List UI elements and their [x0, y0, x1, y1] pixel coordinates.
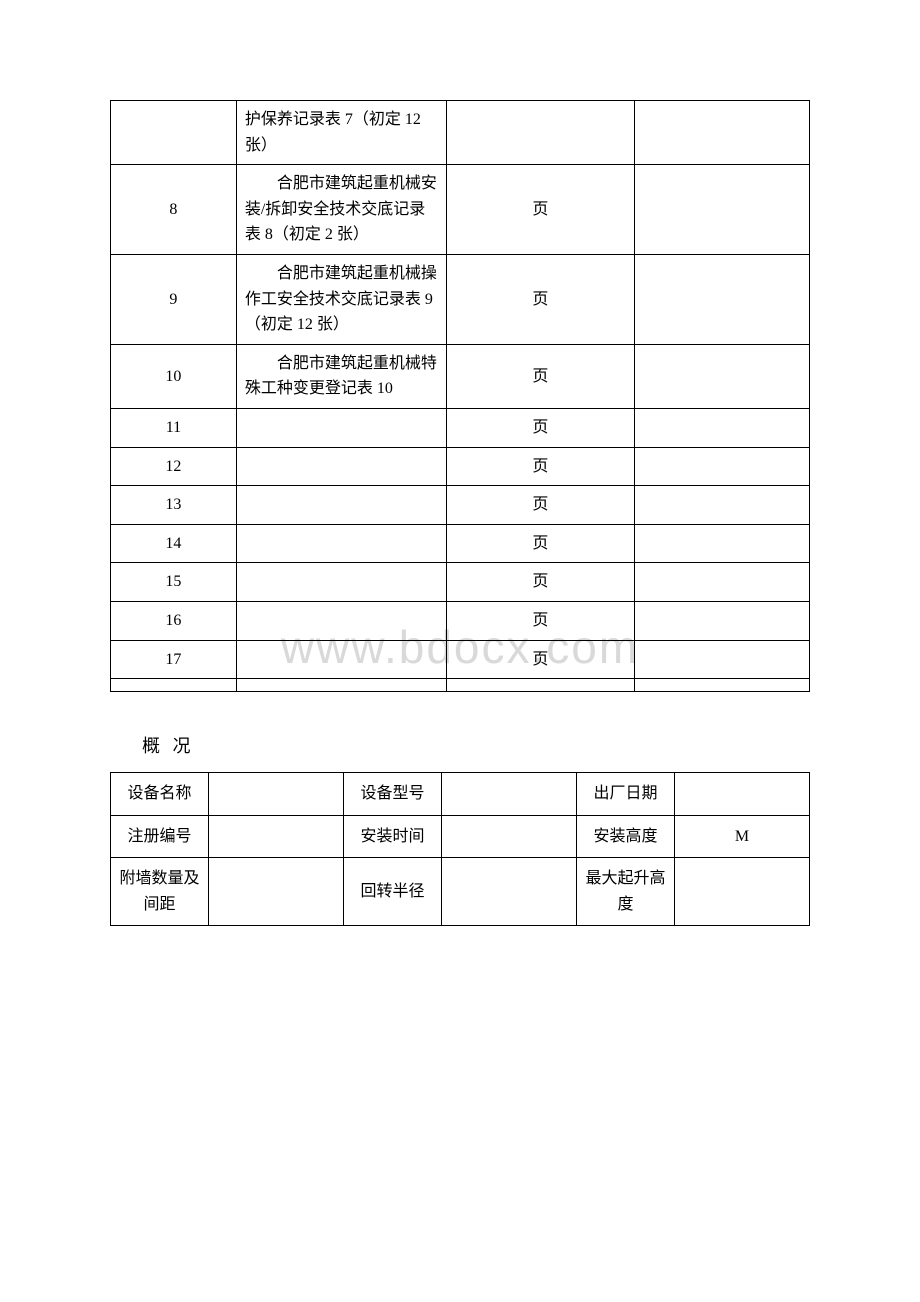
cell-value: [441, 858, 576, 926]
cell-desc: [236, 640, 446, 679]
cell-desc: [236, 679, 446, 692]
cell-label: 附墙数量及间距: [111, 858, 209, 926]
cell-unit: [446, 679, 635, 692]
cell-unit: 页: [446, 524, 635, 563]
cell-num: 11: [111, 408, 237, 447]
table-row: 17 页: [111, 640, 810, 679]
cell-unit: 页: [446, 486, 635, 525]
cell-desc: [236, 601, 446, 640]
document-list-table: 护保养记录表 7（初定 12 张） 8 合肥市建筑起重机械安装/拆卸安全技术交底…: [110, 100, 810, 692]
cell-desc: [236, 408, 446, 447]
cell-unit: 页: [446, 563, 635, 602]
table-row: 护保养记录表 7（初定 12 张）: [111, 101, 810, 165]
overview-table: 设备名称 设备型号 出厂日期 注册编号 安装时间 安装高度 M 附墙数量及间距 …: [110, 772, 810, 926]
cell-num: 12: [111, 447, 237, 486]
cell-value: [208, 858, 343, 926]
cell-value: [441, 773, 576, 816]
cell-desc: [236, 524, 446, 563]
table-row: 16 页: [111, 601, 810, 640]
cell-unit: 页: [446, 447, 635, 486]
section-title-overview: 概 况: [142, 732, 810, 758]
cell-num: 17: [111, 640, 237, 679]
page-content: 护保养记录表 7（初定 12 张） 8 合肥市建筑起重机械安装/拆卸安全技术交底…: [110, 100, 810, 926]
cell-unit: 页: [446, 344, 635, 408]
table-row: 12 页: [111, 447, 810, 486]
cell-note: [635, 165, 810, 255]
cell-unit: 页: [446, 408, 635, 447]
table-row: 15 页: [111, 563, 810, 602]
cell-unit: 页: [446, 254, 635, 344]
cell-num: 9: [111, 254, 237, 344]
cell-label: 设备名称: [111, 773, 209, 816]
cell-value: M: [674, 815, 809, 858]
cell-desc: [236, 486, 446, 525]
cell-num: 16: [111, 601, 237, 640]
cell-note: [635, 563, 810, 602]
cell-desc: [236, 563, 446, 602]
cell-desc: 护保养记录表 7（初定 12 张）: [236, 101, 446, 165]
cell-note: [635, 524, 810, 563]
cell-desc: [236, 447, 446, 486]
cell-note: [635, 486, 810, 525]
cell-label: 注册编号: [111, 815, 209, 858]
cell-num: 13: [111, 486, 237, 525]
cell-desc: 合肥市建筑起重机械安装/拆卸安全技术交底记录表 8（初定 2 张）: [236, 165, 446, 255]
cell-num: [111, 679, 237, 692]
cell-label: 设备型号: [343, 773, 441, 816]
cell-num: 8: [111, 165, 237, 255]
cell-num: 14: [111, 524, 237, 563]
cell-desc: 合肥市建筑起重机械特殊工种变更登记表 10: [236, 344, 446, 408]
cell-value: [441, 815, 576, 858]
cell-note: [635, 344, 810, 408]
table-row: [111, 679, 810, 692]
cell-label: 回转半径: [343, 858, 441, 926]
cell-num: 10: [111, 344, 237, 408]
table-row: 注册编号 安装时间 安装高度 M: [111, 815, 810, 858]
cell-num: 15: [111, 563, 237, 602]
table-row: 附墙数量及间距 回转半径 最大起升高度: [111, 858, 810, 926]
table-row: 9 合肥市建筑起重机械操作工安全技术交底记录表 9（初定 12 张） 页: [111, 254, 810, 344]
cell-unit: [446, 101, 635, 165]
cell-note: [635, 447, 810, 486]
cell-note: [635, 101, 810, 165]
table-row: 10 合肥市建筑起重机械特殊工种变更登记表 10 页: [111, 344, 810, 408]
cell-note: [635, 254, 810, 344]
cell-unit: 页: [446, 165, 635, 255]
cell-note: [635, 679, 810, 692]
table-row: 设备名称 设备型号 出厂日期: [111, 773, 810, 816]
cell-unit: 页: [446, 601, 635, 640]
cell-desc: 合肥市建筑起重机械操作工安全技术交底记录表 9（初定 12 张）: [236, 254, 446, 344]
cell-value: [208, 773, 343, 816]
cell-value: [674, 858, 809, 926]
cell-note: [635, 601, 810, 640]
table-row: 14 页: [111, 524, 810, 563]
cell-note: [635, 640, 810, 679]
cell-label: 出厂日期: [576, 773, 674, 816]
cell-value: [208, 815, 343, 858]
table-row: 8 合肥市建筑起重机械安装/拆卸安全技术交底记录表 8（初定 2 张） 页: [111, 165, 810, 255]
cell-label: 安装高度: [576, 815, 674, 858]
table-row: 11 页: [111, 408, 810, 447]
cell-unit: 页: [446, 640, 635, 679]
cell-num: [111, 101, 237, 165]
table-row: 13 页: [111, 486, 810, 525]
cell-note: [635, 408, 810, 447]
cell-label: 最大起升高度: [576, 858, 674, 926]
cell-value: [674, 773, 809, 816]
cell-label: 安装时间: [343, 815, 441, 858]
